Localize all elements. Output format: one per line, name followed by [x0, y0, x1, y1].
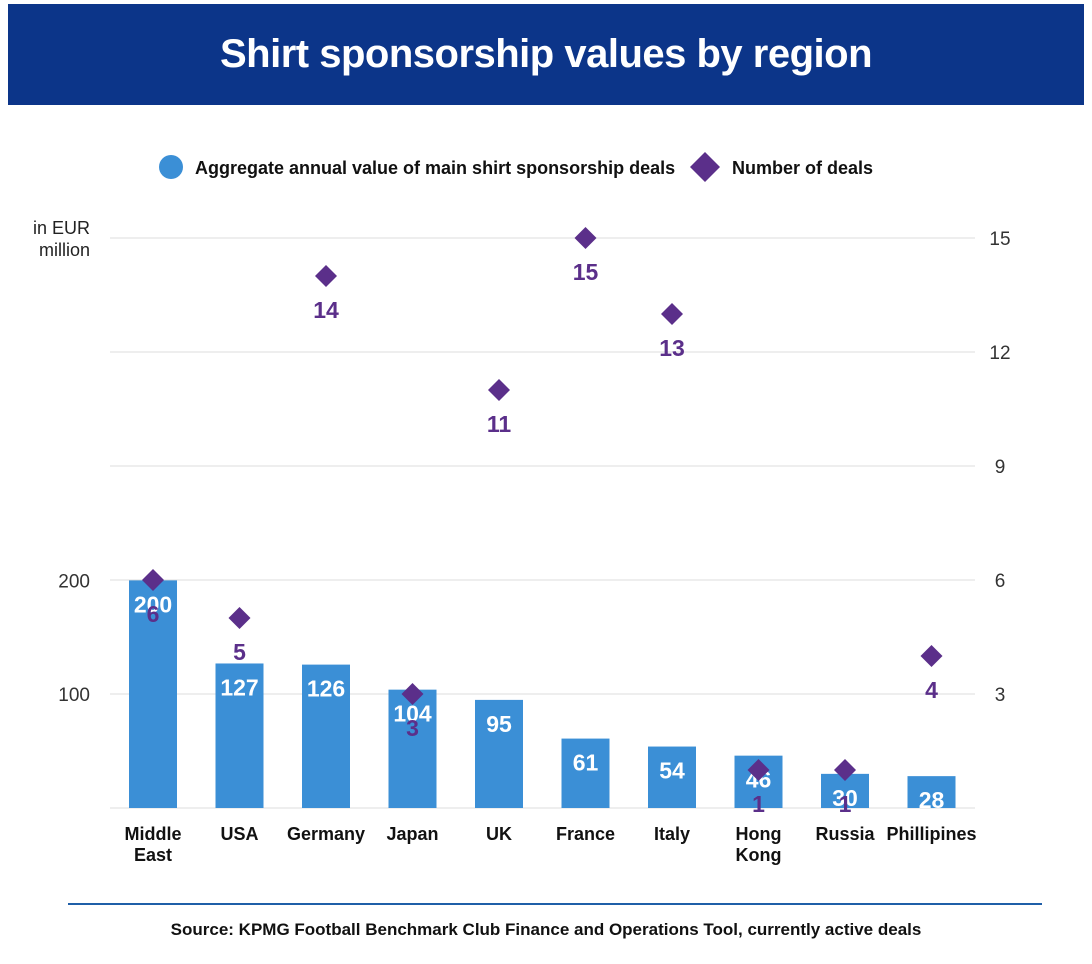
deal-value-label: 13 — [659, 335, 685, 361]
x-axis-tick-label: UK — [486, 824, 512, 844]
bar — [561, 738, 610, 808]
deal-value-label: 15 — [573, 259, 599, 285]
bar-value-label: 54 — [659, 758, 685, 784]
y-axis-tick-label: 100 — [58, 685, 90, 706]
deal-marker — [401, 683, 424, 705]
deal-marker — [142, 569, 164, 591]
deal-value-label: 14 — [313, 297, 339, 323]
deal-value-label: 6 — [147, 601, 160, 627]
bar — [475, 699, 523, 808]
bar — [907, 776, 956, 808]
deal-marker — [488, 379, 510, 401]
x-axis-tick-label: USA — [220, 824, 258, 844]
legend-marker-bars — [159, 155, 183, 179]
deal-value-label: 1 — [752, 791, 765, 817]
deal-marker — [661, 303, 683, 325]
bar-value-label: 126 — [307, 676, 345, 702]
x-axis-tick-label: Italy — [654, 824, 690, 844]
legend-label-bars: Aggregate annual value of main shirt spo… — [195, 158, 675, 178]
bar-value-label: 127 — [220, 674, 258, 700]
y-axis-label: in EUR million — [33, 218, 90, 260]
bars — [129, 580, 956, 808]
deal-marker — [920, 645, 943, 667]
x-axis-tick-label: Japan — [386, 824, 438, 844]
source-note: Source: KPMG Football Benchmark Club Fin… — [170, 920, 922, 939]
bar-value-label: 200 — [134, 591, 172, 617]
x-axis-tick-label: Phillipines — [886, 824, 976, 844]
deal-marker — [315, 265, 337, 287]
y2-axis-tick-label: 6 — [995, 571, 1006, 592]
bar-value-label: 95 — [486, 711, 512, 737]
chart-title: Shirt sponsorship values by region — [219, 32, 873, 76]
legend-label-deals: Number of deals — [732, 158, 873, 178]
bar — [129, 580, 177, 808]
x-axis-tick-label: Germany — [287, 824, 365, 844]
bar-value-label: 30 — [832, 785, 858, 811]
legend-marker-deals — [690, 152, 720, 182]
deal-marker — [747, 759, 770, 781]
x-axis-tick-label: Russia — [815, 824, 875, 844]
deal-marker — [834, 759, 856, 781]
deal-value-label: 1 — [839, 791, 852, 817]
chart-header: Shirt sponsorship values by region — [8, 4, 1084, 105]
y-axis-tick-label: 200 — [58, 571, 90, 592]
bar — [648, 746, 696, 808]
deal-marker — [574, 227, 597, 249]
y2-axis-tick-label: 15 — [989, 229, 1010, 250]
bar-value-label: 28 — [919, 787, 945, 813]
x-axis-tick-label: Hong Kong — [736, 824, 782, 865]
deal-value-label: 11 — [487, 411, 512, 437]
x-axis-tick-label: Middle East — [125, 824, 182, 865]
bar — [302, 664, 350, 808]
deal-value-label: 5 — [233, 639, 246, 665]
deal-marker — [228, 607, 251, 629]
deal-value-label: 3 — [406, 715, 419, 741]
y2-axis-tick-label: 3 — [995, 685, 1006, 706]
bar-value-label: 61 — [573, 750, 599, 776]
bar-value-label: 104 — [393, 701, 432, 727]
source-divider — [68, 903, 1042, 905]
legend: Aggregate annual value of main shirt spo… — [159, 152, 873, 182]
y2-axis-tick-label: 12 — [989, 343, 1010, 364]
bar — [215, 663, 264, 808]
x-axis-tick-label: France — [556, 824, 615, 844]
y2-axis-tick-label: 9 — [995, 457, 1006, 478]
deal-value-label: 4 — [925, 677, 938, 703]
bar — [388, 689, 437, 808]
